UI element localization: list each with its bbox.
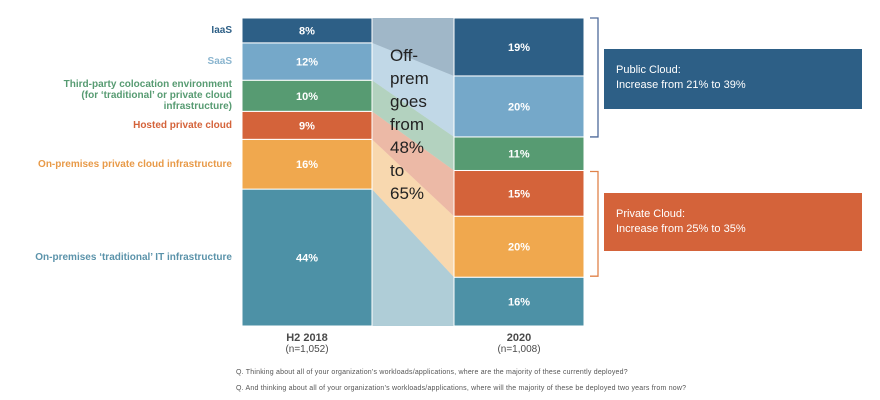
bar-segment-iaas (453, 17, 585, 77)
bar-segment-third-party-colocation-environment (241, 79, 373, 112)
band-on-premises-traditional-it-infrastructure (372, 189, 454, 326)
bar-segment-on-premises-private-cloud-infrastructure (241, 138, 373, 190)
data-label: 8% (299, 25, 315, 37)
category-label-on-premises-traditional-it-infrastructure: On-premises ‘traditional’ IT infrastruct… (35, 252, 232, 264)
data-label: 20% (508, 101, 530, 113)
data-label: 12% (296, 57, 318, 69)
bar-sample-size: (n=1,052) (285, 344, 329, 355)
callout-brackets (590, 17, 599, 277)
public-cloud-callout: Public Cloud: Increase from 21% to 39% (604, 49, 862, 109)
band-on-premises-private-cloud-infrastructure (372, 139, 454, 278)
bar-segment-saas (453, 75, 585, 138)
band-saas (372, 42, 454, 137)
private-cloud-bracket (590, 170, 599, 277)
bar-label-h2-2018: H2 2018 (n=1,052) (242, 332, 372, 355)
data-label: 15% (508, 188, 530, 200)
bar-segment-third-party-colocation-environment (453, 136, 585, 171)
bar-segment-saas (241, 42, 373, 81)
segment-labels: 44% 16% 9% 10% 12% 8% 16% 20% 15% 11% 20% 19% (296, 25, 530, 308)
bar-segment-hosted-private-cloud (453, 169, 585, 217)
data-label: 44% (296, 253, 318, 265)
category-label-saas: SaaS (207, 56, 232, 68)
public-cloud-bracket (590, 17, 599, 138)
band-iaas (372, 18, 454, 76)
category-label-third-party-colocation-environment: Third-party colocation environment (for … (63, 79, 232, 113)
bar-segment-on-premises-traditional-it-infrastructure (241, 188, 373, 327)
band-third-party-colocation-environment (372, 80, 454, 171)
bar-category: 2020 (506, 332, 532, 344)
bar-segment-iaas (241, 17, 373, 44)
private-cloud-callout: Private Cloud: Increase from 25% to 35% (604, 193, 862, 251)
callout-title: Public Cloud: (616, 64, 681, 76)
bar-category: H2 2018 (286, 332, 328, 344)
footnote-current: Q. Thinking about all of your organizati… (236, 369, 628, 376)
data-label: 9% (299, 120, 315, 132)
callout-text: Increase from 25% to 35% (616, 223, 746, 235)
bar-label-2020: 2020 (n=1,008) (454, 332, 584, 355)
data-label: 19% (508, 42, 530, 54)
category-label-hosted-private-cloud: Hosted private cloud (133, 119, 232, 131)
category-label-iaas: IaaS (211, 24, 232, 36)
category-label-on-premises-private-cloud-infrastructure: On-premises private cloud infrastructure (38, 158, 232, 170)
data-label: 16% (508, 297, 530, 309)
off-prem-annotation: Off- prem goes from 48% to 65% (390, 46, 429, 203)
band-hosted-private-cloud (372, 111, 454, 217)
data-label: 20% (508, 242, 530, 254)
bar-segment-hosted-private-cloud (241, 110, 373, 140)
callout-title: Private Cloud: (616, 208, 686, 220)
callout-text: Increase from 21% to 39% (616, 79, 746, 91)
stacked-bars (241, 17, 585, 327)
data-label: 16% (296, 159, 318, 171)
bar-sample-size: (n=1,008) (497, 344, 541, 355)
footnote-future: Q. And thinking about all of your organi… (236, 385, 687, 392)
data-label: 11% (508, 149, 530, 161)
data-label: 10% (296, 91, 318, 103)
connector-bands (372, 18, 454, 326)
